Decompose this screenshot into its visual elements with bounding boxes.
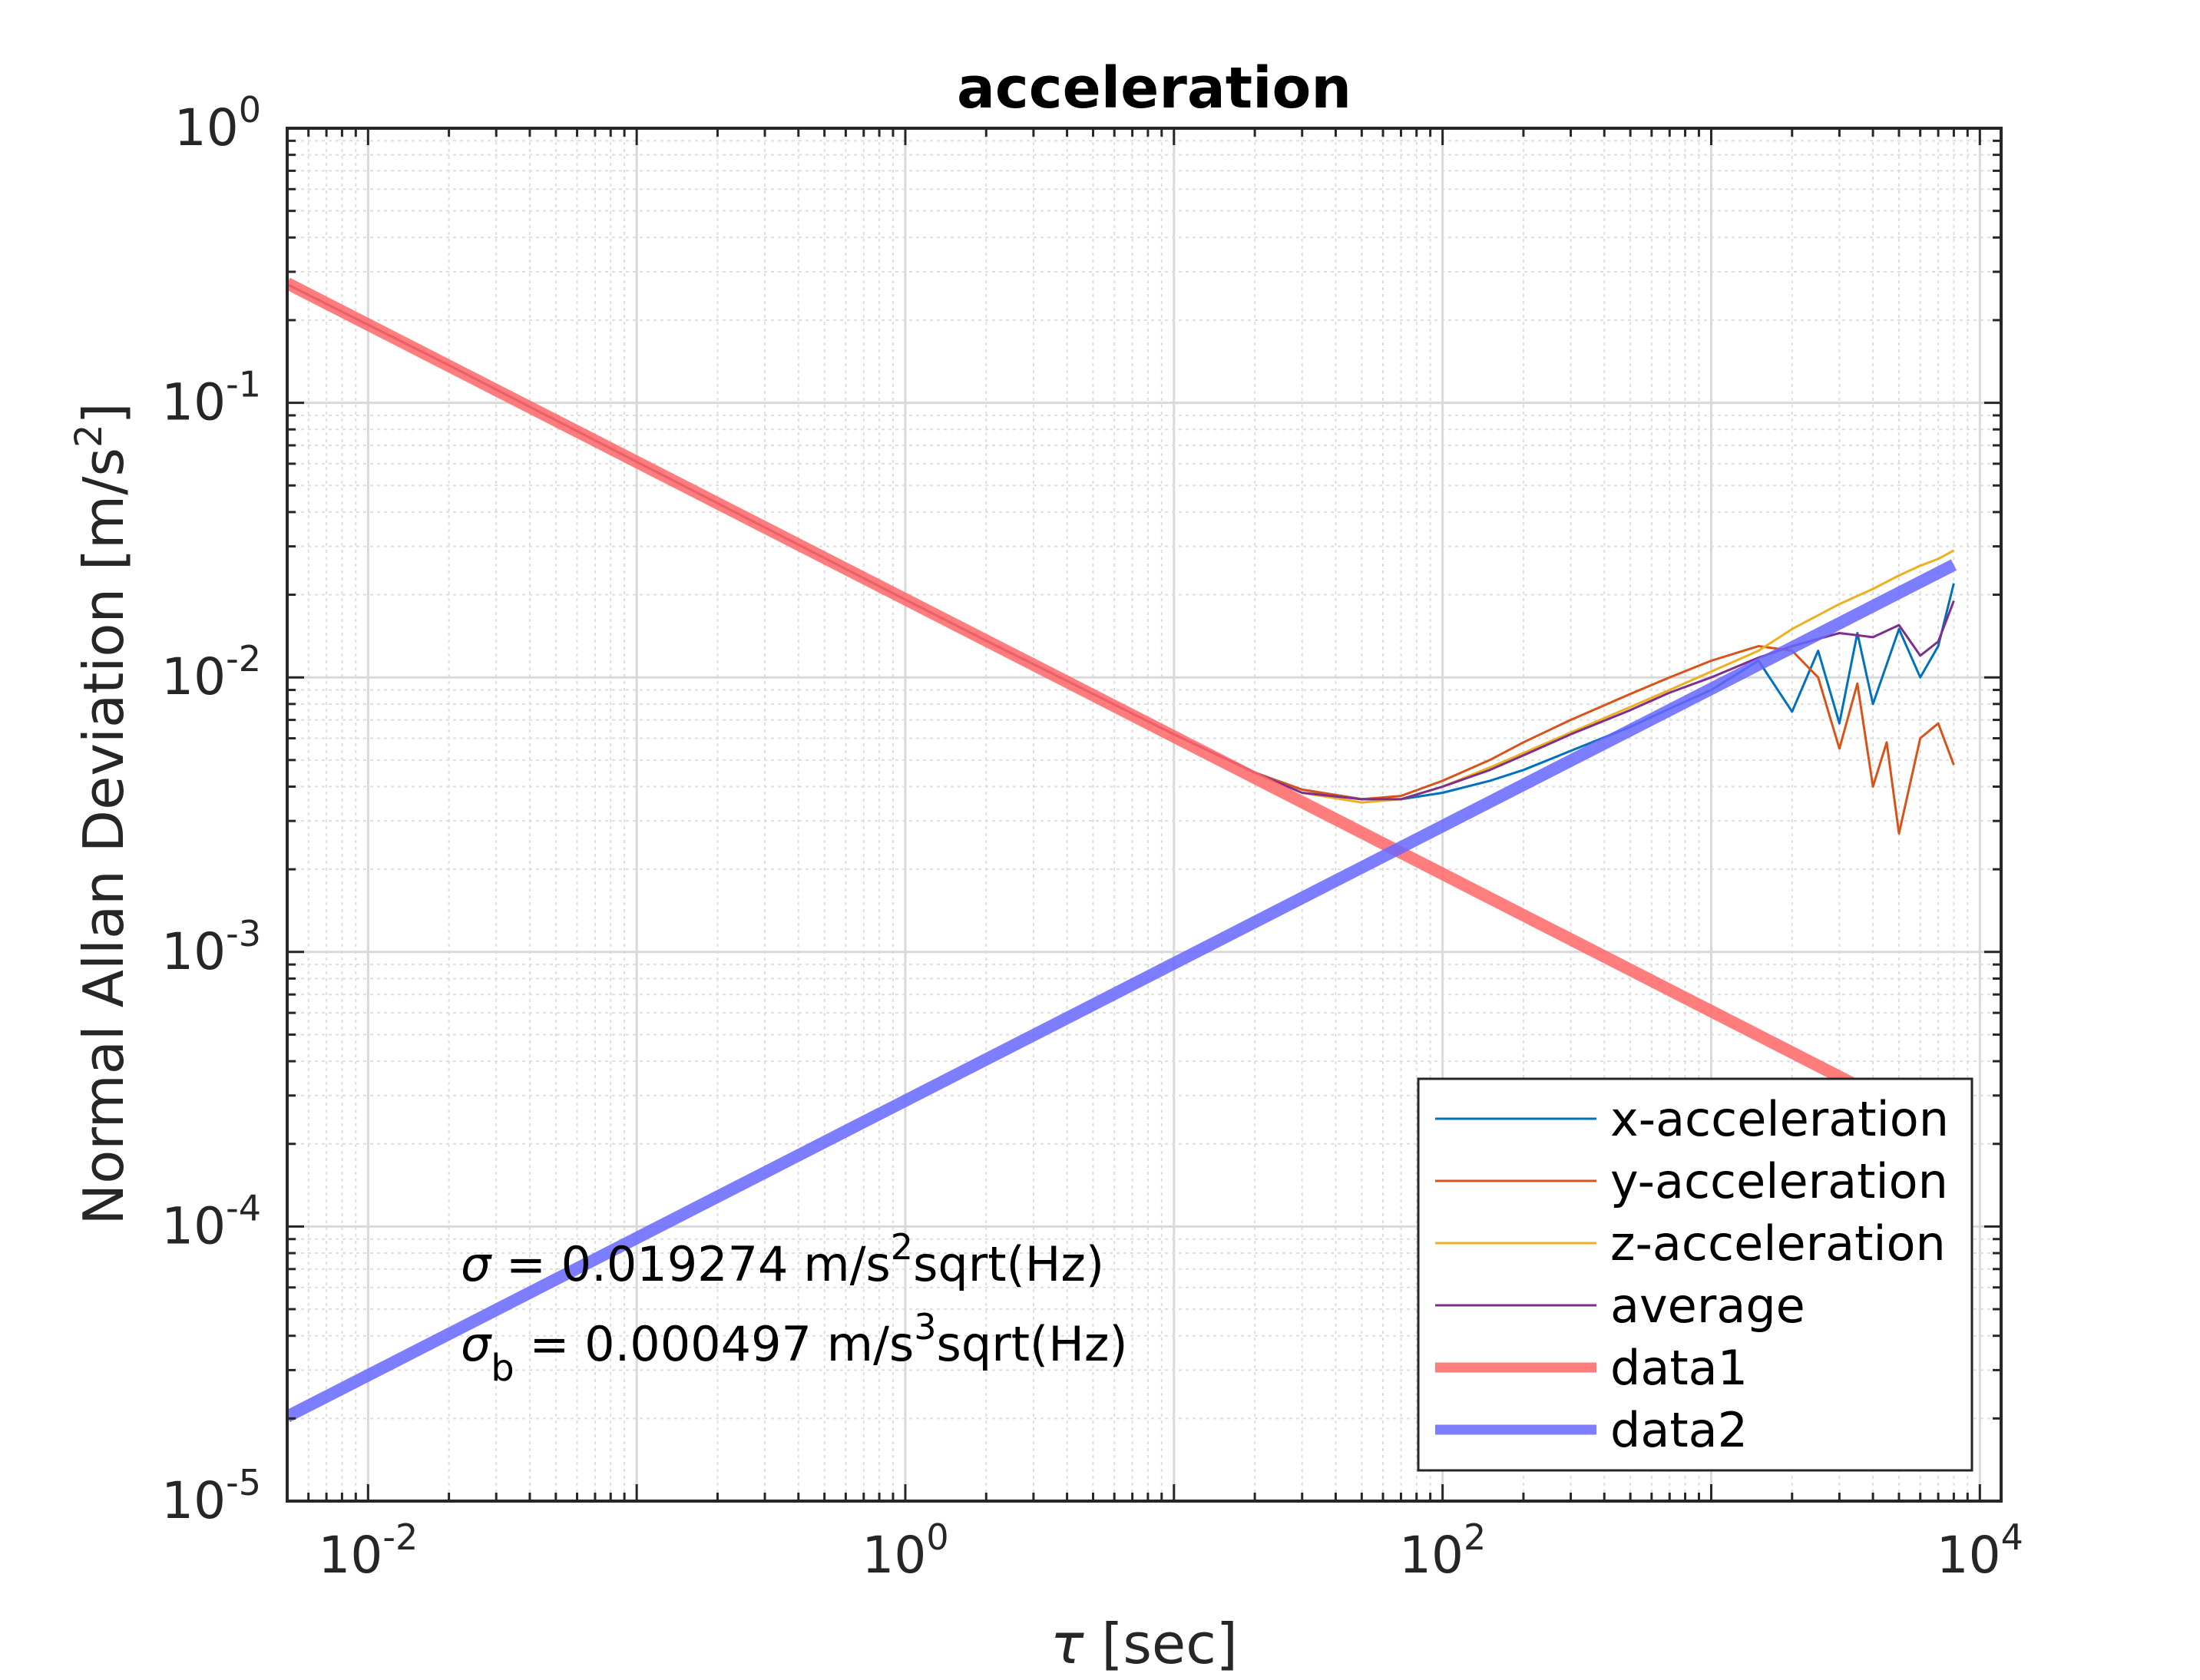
y-tick-label: 10-1 (161, 364, 261, 432)
series-group (287, 277, 1957, 1423)
annotations: σ = 0.019274 m/s2sqrt(Hz) σb = 0.000497 m… (461, 1226, 1128, 1390)
legend-label-average: average (1610, 1278, 1805, 1334)
plot-frame (286, 127, 2003, 1503)
y-tick-label: 10-5 (161, 1462, 261, 1530)
series-line-data2 (287, 559, 1957, 1423)
x-tick-label: 104 (1937, 1516, 2023, 1585)
legend: x-acceleration y-acceleration z-accelerati… (1417, 1077, 1973, 1472)
axis-ticks (286, 127, 2001, 1503)
legend-label-x-acceleration: x-acceleration (1610, 1091, 1949, 1147)
x-axis-label-text: [sec] (1083, 1612, 1237, 1676)
legend-label-y-acceleration: y-acceleration (1610, 1153, 1948, 1209)
x-tick-label: 100 (862, 1516, 948, 1585)
tick-labels: 10-2 100 102 104 100 10-1 10-2 10-3 10-4 10-5 (161, 89, 2023, 1585)
y-tick-label: 10-4 (161, 1187, 261, 1255)
legend-box (1417, 1077, 1973, 1472)
legend-label-z-acceleration: z-acceleration (1610, 1215, 1946, 1272)
y-tick-label: 10-3 (161, 913, 261, 981)
sigma-annotation-1: σ = 0.019274 m/s2sqrt(Hz) (461, 1226, 1104, 1292)
sigma-annotation-2: σb = 0.000497 m/s3sqrt(Hz) (461, 1306, 1128, 1390)
x-axis-label: τ [sec] (1050, 1612, 1238, 1676)
series-line-data1 (287, 277, 1957, 1141)
chart-title: acceleration (957, 55, 1351, 121)
legend-label-data2: data2 (1610, 1402, 1748, 1458)
x-tick-label: 102 (1399, 1516, 1486, 1585)
x-axis-label-symbol: τ (1050, 1612, 1084, 1676)
x-tick-label: 10-2 (318, 1516, 418, 1585)
y-tick-label: 100 (174, 89, 261, 157)
y-tick-label: 10-2 (161, 638, 261, 706)
legend-label-data1: data1 (1610, 1340, 1748, 1396)
y-axis-label: Normal Allan Deviation [m/s2] (68, 402, 136, 1225)
